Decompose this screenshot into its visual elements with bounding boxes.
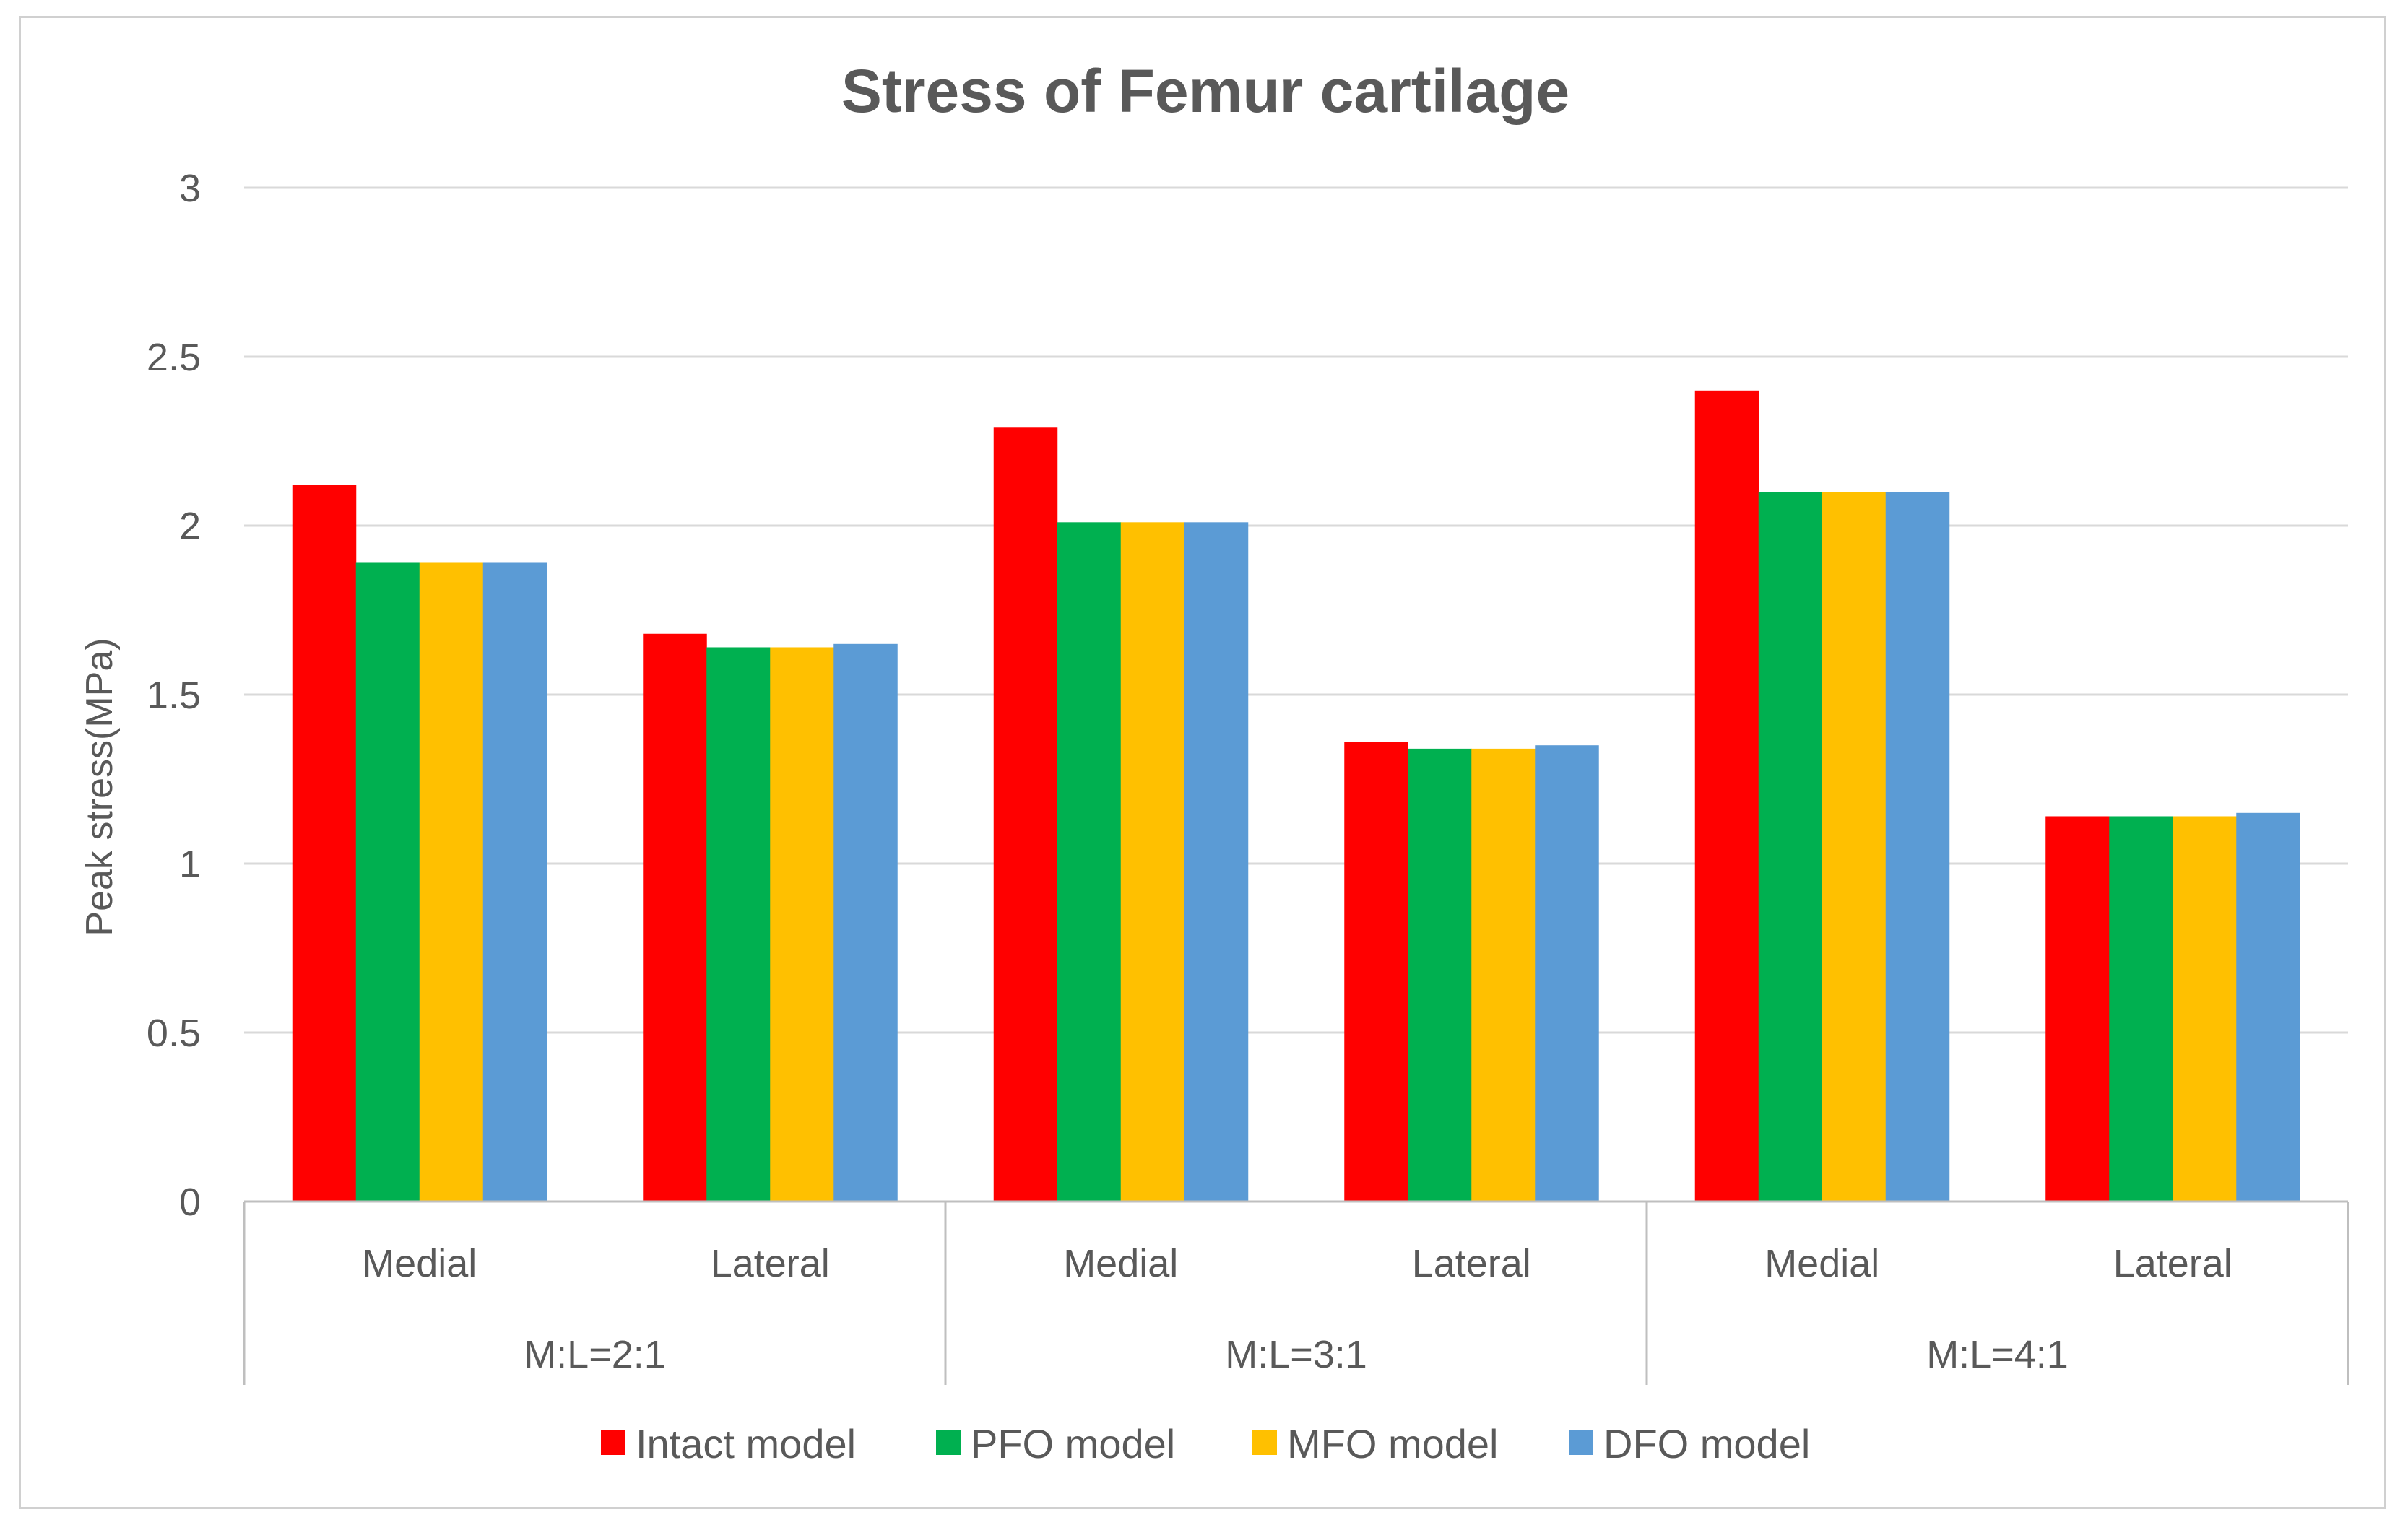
bar bbox=[2173, 816, 2237, 1202]
bar bbox=[1758, 492, 1823, 1202]
bar bbox=[1120, 522, 1185, 1202]
bar bbox=[1057, 522, 1122, 1202]
legend-swatch bbox=[601, 1430, 625, 1455]
legend-label: PFO model bbox=[971, 1421, 1175, 1467]
bar bbox=[355, 562, 420, 1202]
y-tick-label: 1.5 bbox=[147, 674, 201, 717]
y-tick-label: 3 bbox=[179, 167, 201, 210]
bar bbox=[770, 647, 834, 1202]
bar bbox=[1694, 390, 1759, 1202]
bar bbox=[2109, 816, 2173, 1202]
bar bbox=[1822, 492, 1887, 1202]
y-tick-label: 2 bbox=[179, 505, 201, 548]
gridlines bbox=[244, 186, 2348, 1034]
x-group-label: M:L=2:1 bbox=[524, 1333, 666, 1376]
bar bbox=[1885, 492, 1950, 1202]
legend-label: Intact model bbox=[636, 1421, 856, 1467]
legend: Intact model PFO model MFO model DFO model bbox=[601, 1421, 1810, 1467]
x-category-label: Medial bbox=[362, 1242, 477, 1285]
x-category-label: Medial bbox=[1063, 1242, 1178, 1285]
x-axis: Medial Lateral Medial Lateral Medial Lateral M… bbox=[243, 1200, 2349, 1385]
x-category-label: Lateral bbox=[2113, 1242, 2232, 1285]
bar bbox=[643, 633, 707, 1202]
y-tick-label: 1 bbox=[179, 843, 201, 886]
x-category-label: Lateral bbox=[711, 1242, 830, 1285]
bar bbox=[482, 562, 547, 1202]
legend-label: DFO model bbox=[1603, 1421, 1810, 1467]
y-axis-tick-labels: 0 0.5 1 1.5 2 2.5 3 bbox=[147, 167, 201, 1224]
x-category-label: Lateral bbox=[1412, 1242, 1531, 1285]
bar bbox=[292, 485, 357, 1202]
x-category-label: Medial bbox=[1764, 1242, 1879, 1285]
y-axis-title: Peak stress(MPa) bbox=[79, 638, 121, 936]
chart-title: Stress of Femur cartilage bbox=[841, 57, 1569, 125]
legend-item: MFO model bbox=[1252, 1421, 1499, 1467]
bar bbox=[1471, 748, 1536, 1202]
y-tick-label: 2.5 bbox=[147, 336, 201, 379]
bar bbox=[2236, 812, 2300, 1202]
legend-swatch bbox=[1569, 1430, 1593, 1455]
bar bbox=[419, 562, 484, 1202]
bar bbox=[706, 647, 771, 1202]
legend-item: DFO model bbox=[1569, 1421, 1810, 1467]
bar bbox=[1344, 742, 1408, 1202]
bar bbox=[833, 643, 898, 1202]
y-tick-label: 0 bbox=[179, 1181, 201, 1224]
bar bbox=[993, 427, 1058, 1202]
legend-swatch bbox=[936, 1430, 961, 1455]
bar bbox=[1184, 522, 1249, 1202]
bar bbox=[1535, 745, 1599, 1202]
bar-series bbox=[292, 390, 2300, 1202]
y-tick-label: 0.5 bbox=[147, 1012, 201, 1055]
bar bbox=[1408, 748, 1472, 1202]
legend-swatch bbox=[1252, 1430, 1277, 1455]
legend-item: PFO model bbox=[936, 1421, 1175, 1467]
x-group-label: M:L=4:1 bbox=[1926, 1333, 2069, 1376]
legend-item: Intact model bbox=[601, 1421, 856, 1467]
x-group-label: M:L=3:1 bbox=[1225, 1333, 1367, 1376]
legend-label: MFO model bbox=[1287, 1421, 1499, 1467]
bar bbox=[2045, 816, 2110, 1202]
